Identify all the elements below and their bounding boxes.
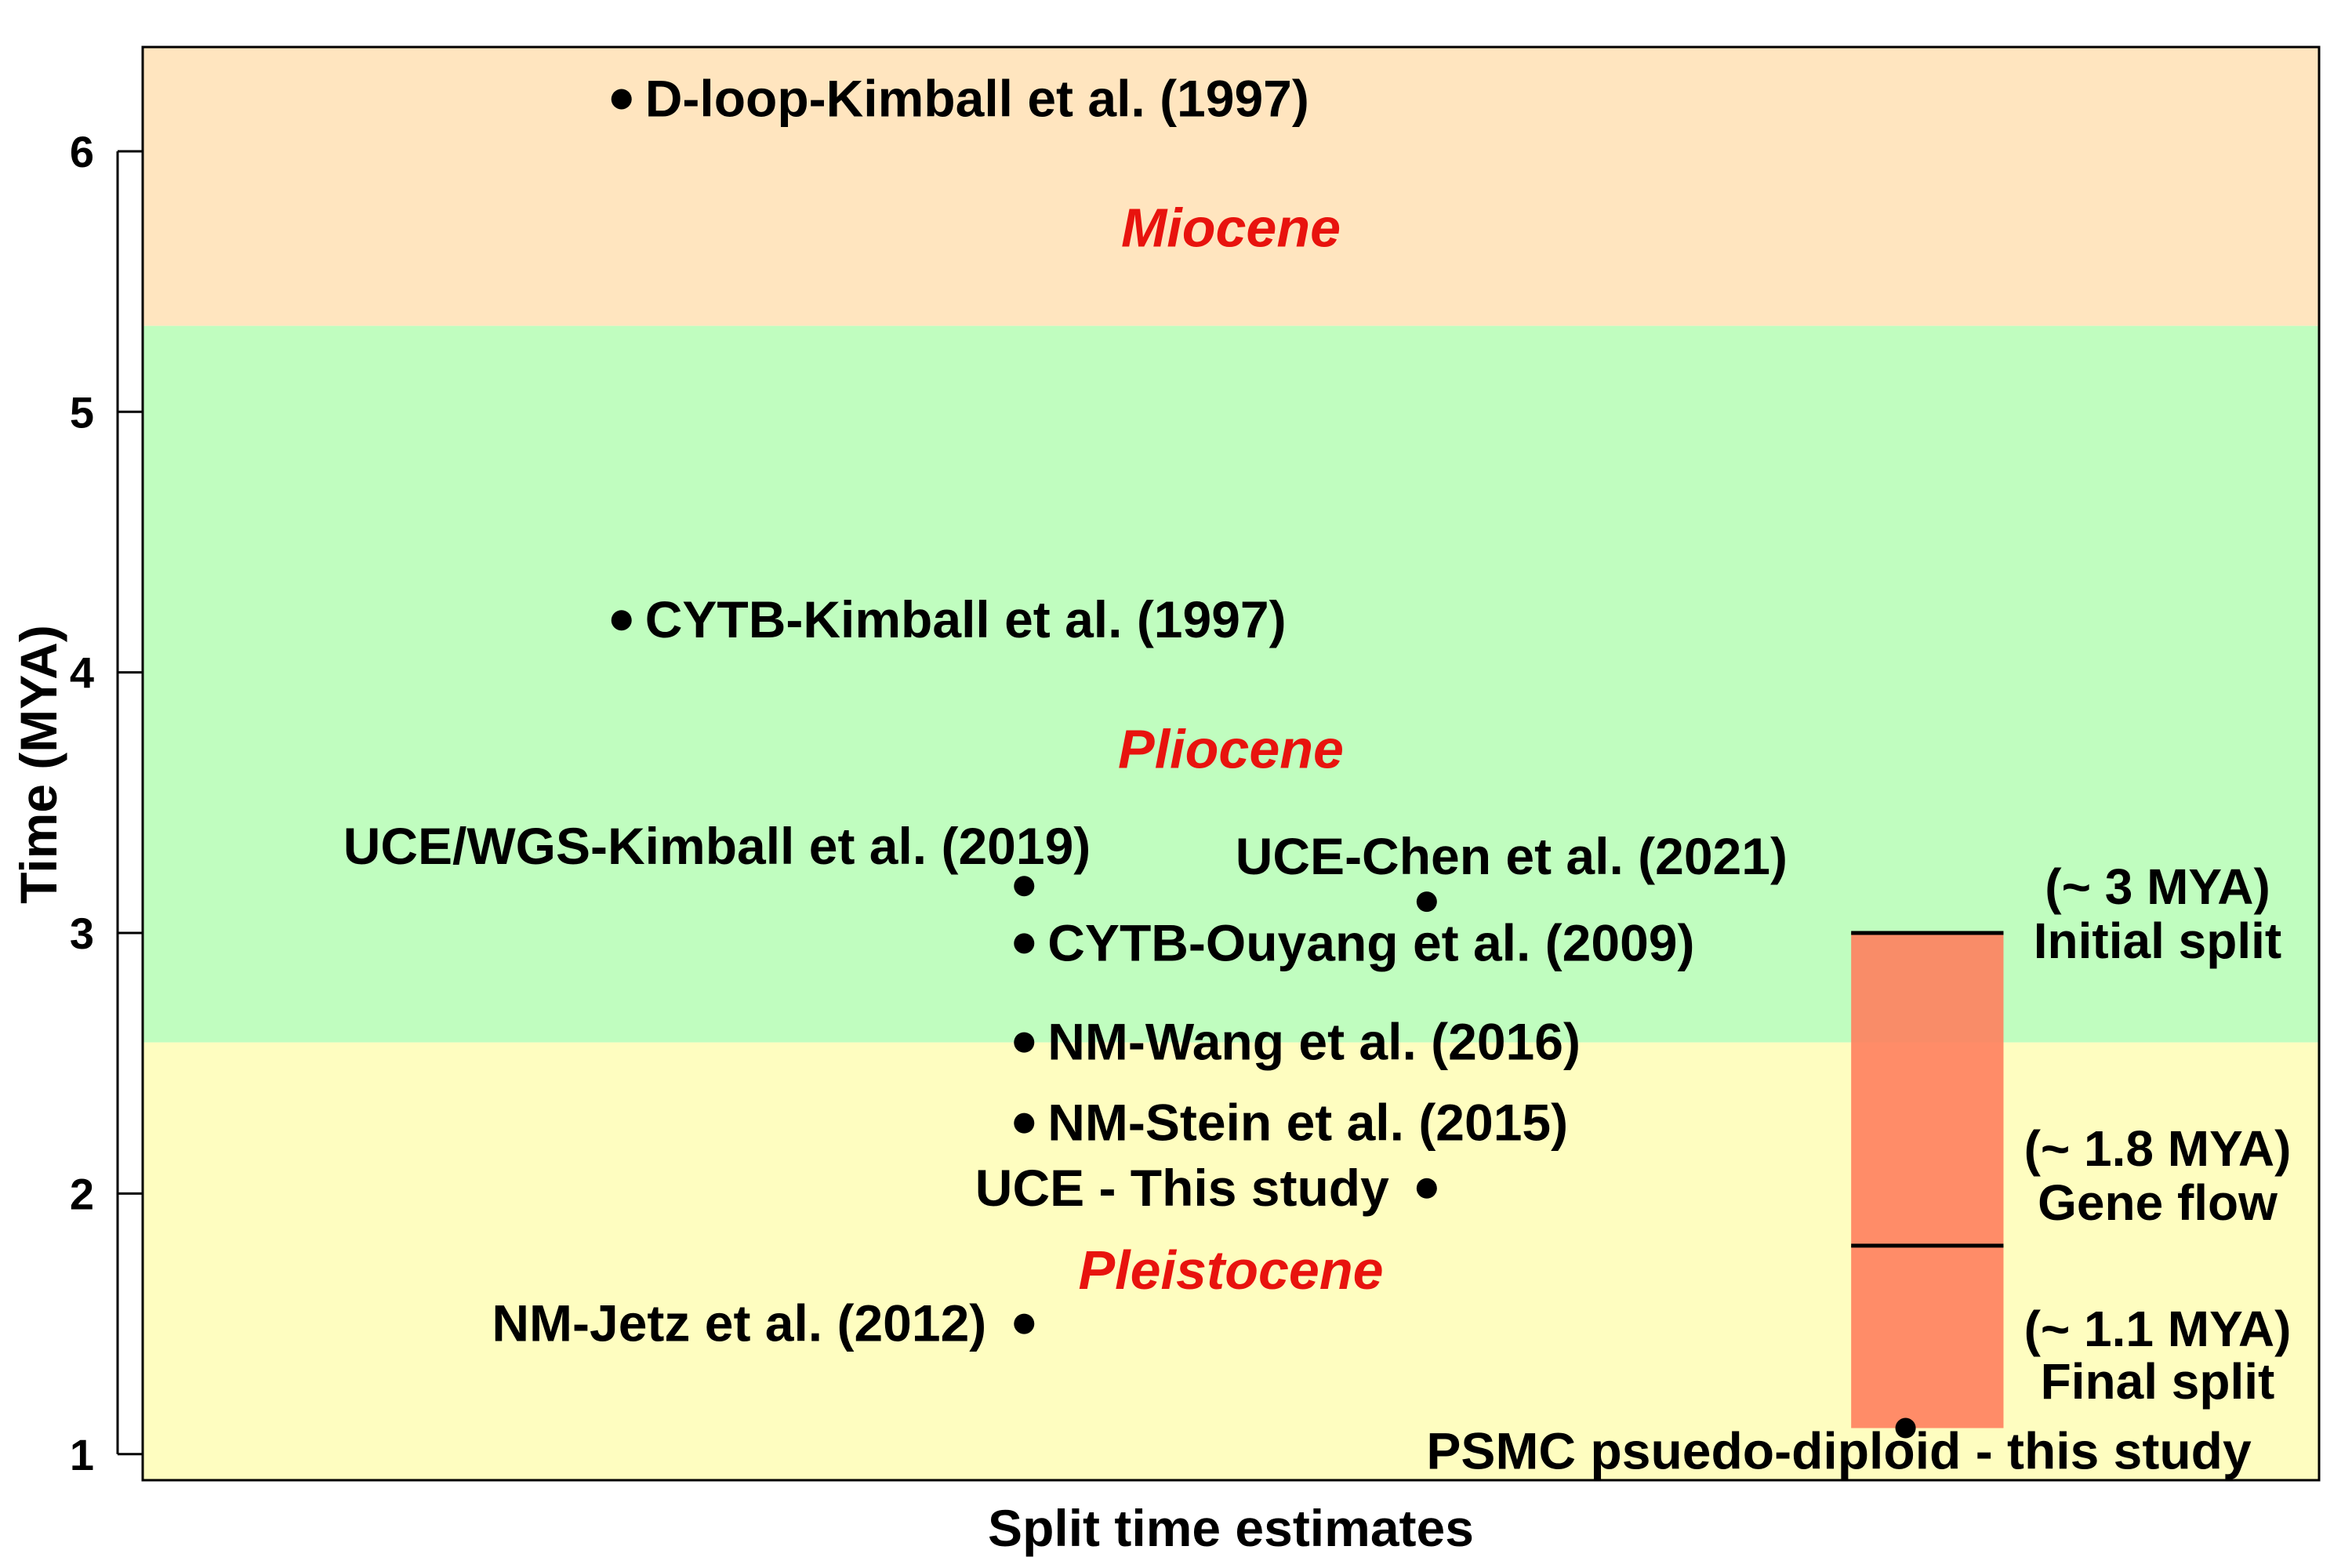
axes: 1 2 3 4 5 6 <box>70 45 2321 1482</box>
data-point-0 <box>611 89 632 110</box>
data-point-6 <box>1014 1112 1035 1134</box>
data-point-label-9: PSMC psuedo-diploid - this study <box>1426 1422 2252 1480</box>
data-point-label-5: NM-Wang et al. (2016) <box>1047 1013 1581 1071</box>
data-point-1 <box>611 610 632 631</box>
data-point-label-3: UCE-Chen et al. (2021) <box>1236 827 1788 885</box>
data-point-7 <box>1416 1178 1437 1199</box>
data-point-label-6: NM-Stein et al. (2015) <box>1047 1094 1568 1152</box>
epoch-label-pleistocene: Pleistocene <box>1078 1240 1383 1301</box>
epoch-band-miocene <box>143 47 2319 326</box>
data-point-9 <box>1895 1417 1916 1439</box>
y-tick-label-6: 6 <box>70 127 94 176</box>
epoch-labels: Miocene Pliocene Pleistocene <box>1078 198 1383 1301</box>
y-tick-label-4: 4 <box>70 648 94 698</box>
psmc-annotation-1-1: Gene flow <box>2038 1174 2278 1231</box>
data-point-3 <box>1416 891 1437 913</box>
epoch-band-pliocene <box>143 325 2319 1043</box>
data-point-label-1: CYTB-Kimball et al. (1997) <box>645 590 1287 648</box>
y-tick-label-3: 3 <box>70 909 94 958</box>
epoch-label-miocene: Miocene <box>1121 198 1341 259</box>
data-point-5 <box>1014 1032 1035 1053</box>
y-tick-label-2: 2 <box>70 1169 94 1218</box>
data-points: D-loop-Kimball et al. (1997) CYTB-Kimball… <box>343 69 2252 1479</box>
y-axis-label: Time (MYA) <box>9 625 67 904</box>
plot-frame <box>141 45 2321 1482</box>
psmc-annotation-1-0: (~ 1.8 MYA) <box>2024 1120 2292 1177</box>
data-point-label-4: CYTB-Ouyang et al. (2009) <box>1047 913 1694 971</box>
data-point-label-7: UCE - This study <box>975 1159 1389 1217</box>
psmc-range-bar <box>1851 933 2004 1428</box>
data-point-label-2: UCE/WGS-Kimball et al. (2019) <box>343 817 1091 875</box>
psmc-annotation-0-0: (~ 3 MYA) <box>2045 858 2270 915</box>
data-point-label-0: D-loop-Kimball et al. (1997) <box>645 69 1309 127</box>
y-tick-label-1: 1 <box>70 1430 94 1479</box>
y-tick-label-5: 5 <box>70 387 94 437</box>
data-point-4 <box>1014 933 1035 954</box>
data-point-2 <box>1014 876 1035 897</box>
psmc-bar-group: (~ 3 MYA)Initial split (~ 1.8 MYA)Gene fl… <box>1851 858 2291 1428</box>
x-axis-label: Split time estimates <box>988 1499 1474 1557</box>
psmc-annotation-0-1: Initial split <box>2034 913 2281 969</box>
psmc-annotation-2-1: Final split <box>2041 1353 2275 1410</box>
psmc-annotation-2-0: (~ 1.1 MYA) <box>2024 1301 2292 1357</box>
data-point-label-8: NM-Jetz et al. (2012) <box>492 1294 986 1352</box>
data-point-8 <box>1014 1313 1035 1334</box>
epoch-label-pliocene: Pliocene <box>1118 718 1344 779</box>
